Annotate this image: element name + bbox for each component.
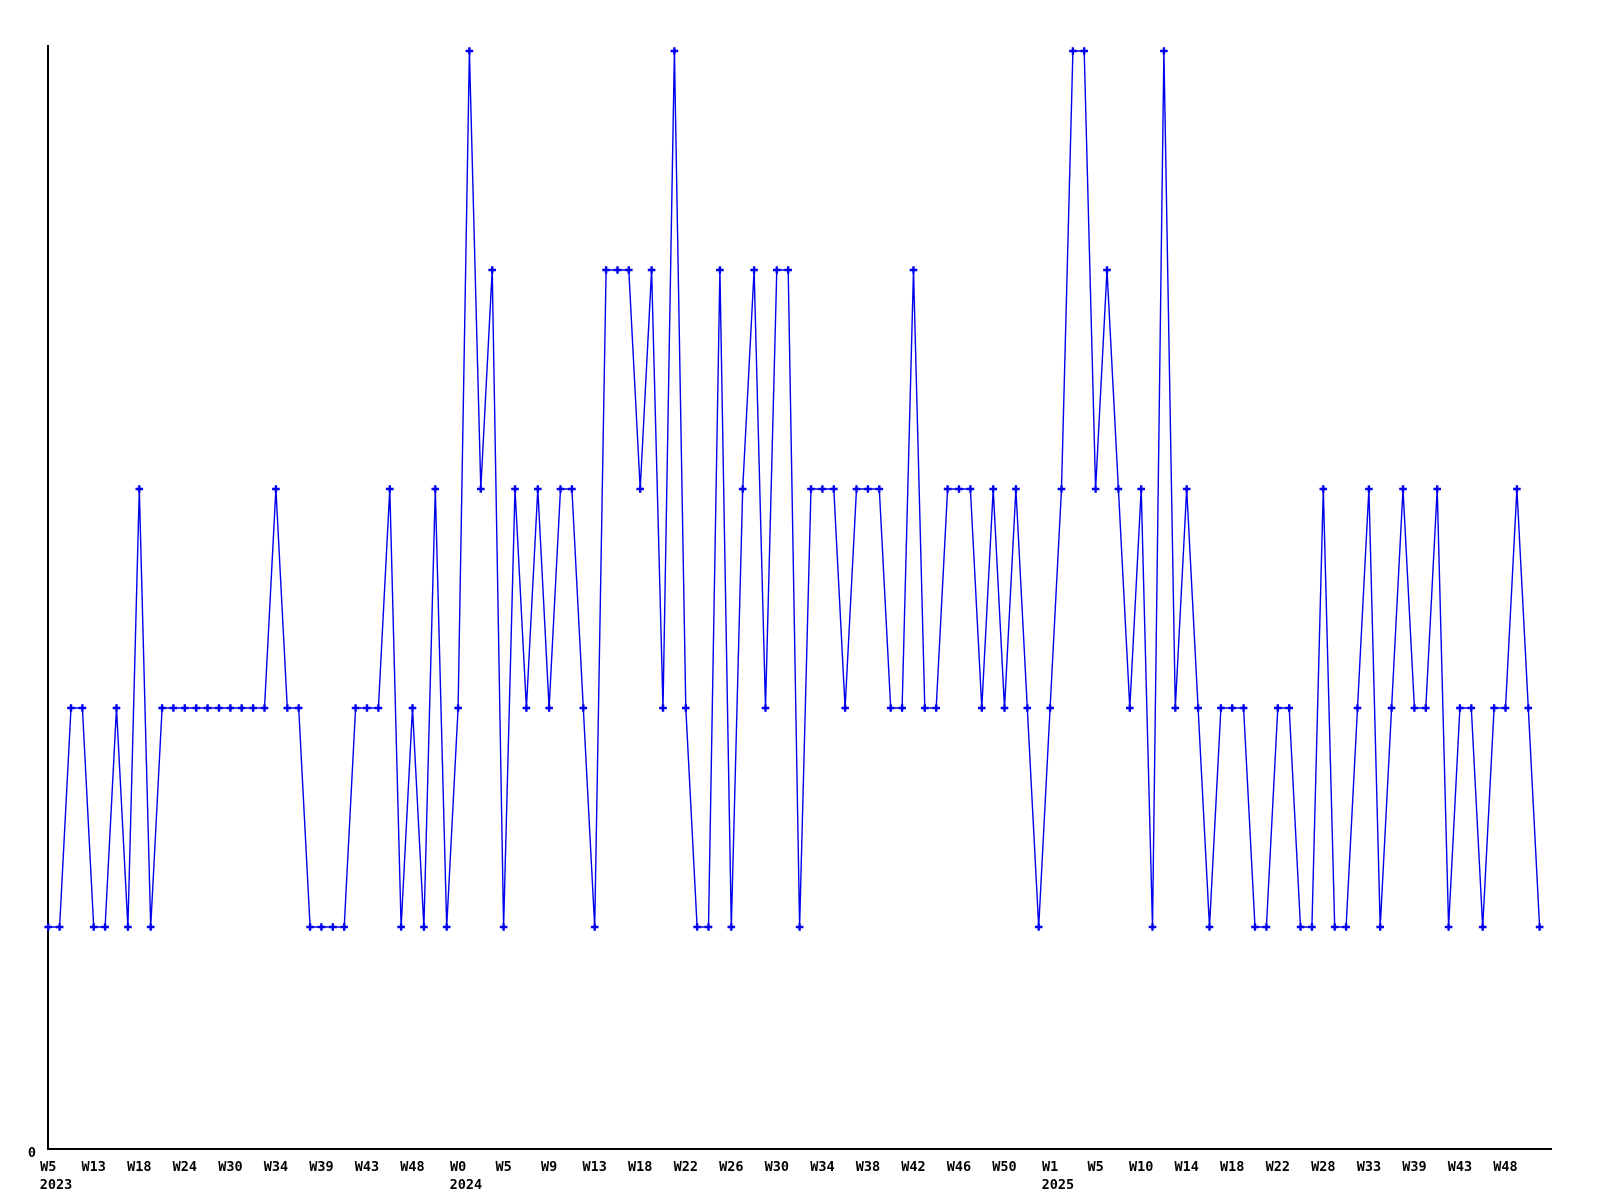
x-tick-label: W5 <box>1087 1159 1103 1175</box>
x-tick-label: W10 <box>1129 1159 1153 1175</box>
x-tick-label: W33 <box>1357 1159 1381 1175</box>
x-tick-label: W30 <box>218 1159 242 1175</box>
x-tick-label: W18 <box>628 1159 652 1175</box>
x-tick-label: W39 <box>309 1159 333 1175</box>
x-tick-year-label: 2024 <box>450 1177 483 1193</box>
x-tick-label: W43 <box>355 1159 379 1175</box>
x-tick-label: W34 <box>810 1159 834 1175</box>
x-tick-label: W14 <box>1175 1159 1199 1175</box>
x-tick-label: W48 <box>1493 1159 1517 1175</box>
y-axis-zero-label: 0 <box>28 1145 36 1161</box>
x-tick-label: W13 <box>82 1159 106 1175</box>
x-tick-label: W18 <box>1220 1159 1244 1175</box>
data-series <box>44 47 1544 931</box>
x-tick-label: W13 <box>583 1159 607 1175</box>
x-tick-label: W34 <box>264 1159 288 1175</box>
x-tick-label: W28 <box>1311 1159 1335 1175</box>
x-tick-year-label: 2025 <box>1042 1177 1075 1193</box>
x-tick-label: W9 <box>541 1159 557 1175</box>
x-tick-label: W46 <box>947 1159 971 1175</box>
x-tick-label: W50 <box>992 1159 1016 1175</box>
x-tick-label: W30 <box>765 1159 789 1175</box>
x-tick-label: W26 <box>719 1159 743 1175</box>
x-tick-label: W22 <box>674 1159 698 1175</box>
x-tick-label: W18 <box>127 1159 151 1175</box>
x-tick-label: W43 <box>1448 1159 1472 1175</box>
x-tick-label: W5 <box>40 1159 56 1175</box>
x-tick-year-label: 2023 <box>40 1177 73 1193</box>
x-tick-label: W42 <box>901 1159 925 1175</box>
x-tick-label: W39 <box>1402 1159 1426 1175</box>
x-tick-label: W38 <box>856 1159 880 1175</box>
x-tick-label: W24 <box>173 1159 197 1175</box>
chart-line <box>48 50 1541 928</box>
x-tick-label: W5 <box>495 1159 511 1175</box>
x-tick-label: W1 <box>1042 1159 1058 1175</box>
x-tick-label: W48 <box>400 1159 424 1175</box>
x-tick-label: W22 <box>1266 1159 1290 1175</box>
data-point-markers <box>44 47 1544 931</box>
x-tick-label: W0 <box>450 1159 466 1175</box>
x-tick-labels: W5 2023 W13 W18 W24 W30 W34 W39 W43 W48 W0 2024 W5 W9… <box>40 1159 1518 1193</box>
